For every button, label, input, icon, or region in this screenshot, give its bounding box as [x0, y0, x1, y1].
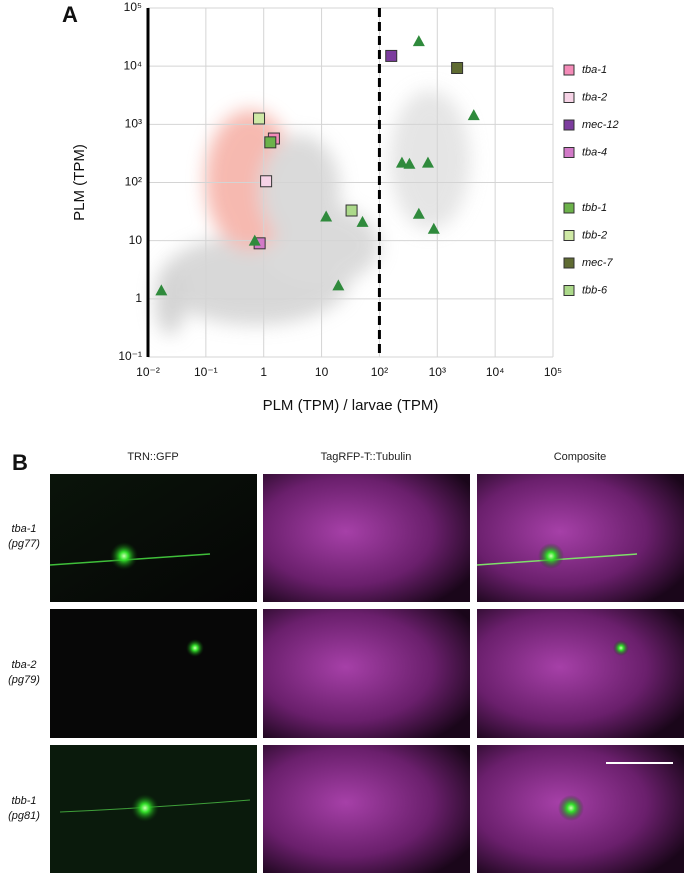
x-axis-label: PLM (TPM) / larvae (TPM): [263, 397, 439, 414]
legend-label: tbb-1: [582, 202, 607, 214]
triangle-point: [320, 210, 333, 222]
x-tick-label: 10⁴: [486, 365, 505, 379]
y-tick-label: 10⁴: [123, 58, 142, 72]
micrograph: [263, 609, 470, 738]
triangle-point: [155, 284, 168, 296]
triangle-point: [421, 156, 434, 168]
triangle-point: [412, 35, 425, 47]
legend-label: mec-7: [582, 257, 613, 269]
x-tick-label: 10⁻²: [136, 365, 160, 379]
point-cloud: [155, 90, 470, 335]
micrograph: [50, 474, 257, 602]
micrograph: [50, 609, 257, 738]
x-tick-label: 1: [260, 365, 267, 379]
triangle-point: [332, 279, 345, 291]
y-tick-label: 10: [129, 233, 143, 247]
legend-swatch: [563, 119, 575, 131]
legend-label: tba-1: [582, 64, 607, 76]
column-header: TagRFP-T::Tubulin: [321, 451, 412, 463]
triangle-point: [427, 222, 440, 234]
x-tick-label: 10⁻¹: [194, 365, 218, 379]
row-label: tba-2 (pg79): [8, 659, 40, 686]
legend-label: mec-12: [582, 119, 619, 131]
square-point: [253, 112, 266, 125]
row-label: tbb-1 (pg81): [8, 795, 40, 822]
legend-label: tba-2: [582, 91, 607, 103]
x-tick-label: 10⁵: [544, 365, 562, 379]
triangle-point: [403, 157, 416, 169]
y-tick-label: 10³: [125, 117, 142, 131]
legend-swatch: [563, 64, 575, 76]
triangle-point: [412, 207, 425, 219]
micrograph: [477, 609, 684, 738]
legend-swatch: [563, 92, 575, 103]
legend-swatch: [563, 285, 575, 296]
image-panel: B TRN::GFP TagRFP-T::Tubulin Composite t…: [8, 450, 684, 873]
panel-label: B: [12, 450, 28, 475]
square-point: [260, 175, 273, 188]
scatter-panel: A 10⁻² 10⁻¹ 1 10 10² 10³ 10⁴ 10⁵ 10⁻¹ 1 10 10² 10³ 10…: [62, 0, 619, 414]
micrograph: [477, 474, 684, 602]
legend-swatch: [563, 257, 575, 269]
legend-label: tbb-2: [582, 229, 607, 241]
y-tick-label: 10⁵: [124, 0, 142, 14]
row-label: tba-1 (pg77): [8, 523, 40, 550]
column-header: TRN::GFP: [127, 451, 178, 463]
triangle-point: [395, 156, 408, 168]
square-point: [451, 61, 464, 74]
micrograph: [263, 474, 470, 602]
y-axis-label: PLM (TPM): [71, 144, 88, 221]
column-header: Composite: [554, 451, 607, 463]
y-tick-label: 10⁻¹: [118, 349, 142, 363]
panel-label: A: [62, 2, 78, 27]
y-tick-label: 1: [135, 291, 142, 305]
legend-swatch: [563, 147, 575, 158]
micrograph: [263, 745, 470, 873]
triangle-point: [248, 234, 261, 246]
triangle-point: [467, 109, 480, 121]
legend-swatch: [563, 230, 575, 241]
triangle-point: [356, 215, 369, 227]
legend-label: tbb-6: [582, 284, 608, 296]
legend-swatch: [563, 202, 575, 214]
legend-label: tba-4: [582, 146, 607, 158]
x-tick-label: 10³: [429, 365, 446, 379]
square-point: [345, 204, 358, 217]
x-tick-label: 10²: [371, 365, 388, 379]
square-point: [264, 136, 277, 149]
square-point: [385, 49, 398, 62]
x-tick-label: 10: [315, 365, 329, 379]
y-tick-label: 10²: [125, 175, 142, 189]
